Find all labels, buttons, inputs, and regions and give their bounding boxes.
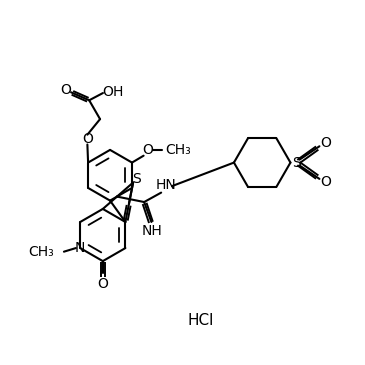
Text: O: O [142,143,153,157]
Text: CH₃: CH₃ [165,143,191,157]
Text: CH₃: CH₃ [28,245,54,259]
Text: HCl: HCl [187,313,214,328]
Text: HN: HN [155,178,176,192]
Text: O: O [320,175,331,189]
Text: O: O [97,277,108,291]
Text: O: O [60,83,71,97]
Text: O: O [320,137,331,150]
Text: NH: NH [142,224,162,238]
Text: O: O [82,132,93,146]
Text: H: H [112,85,123,99]
Text: O: O [103,85,114,99]
Text: N: N [75,241,85,255]
Text: S: S [293,155,301,170]
Text: S: S [132,172,141,186]
